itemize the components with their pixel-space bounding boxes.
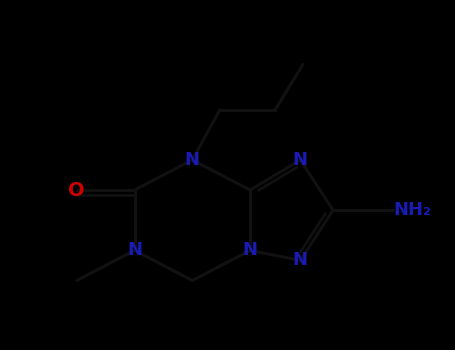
Text: N: N xyxy=(293,251,308,270)
Text: N: N xyxy=(243,241,258,259)
Text: O: O xyxy=(68,181,85,199)
Text: N: N xyxy=(293,151,308,169)
Text: NH₂: NH₂ xyxy=(393,201,431,219)
Text: N: N xyxy=(185,151,200,169)
Text: N: N xyxy=(127,241,142,259)
